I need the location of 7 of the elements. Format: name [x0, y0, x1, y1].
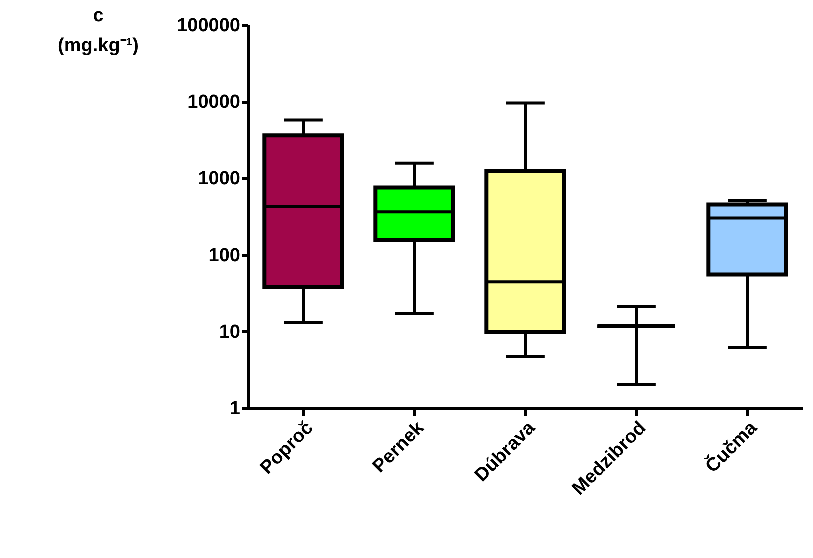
y-tick-label: 10 — [219, 322, 240, 343]
y-axis-title: c (mg.kg⁻¹) — [58, 6, 139, 56]
y-tick-label: 10000 — [188, 92, 240, 114]
y-tick-label: 100000 — [177, 16, 240, 36]
y-tick-label: 100 — [208, 245, 240, 266]
y-tick-label: 1 — [230, 398, 241, 420]
y-tick-label: 1000 — [198, 168, 240, 190]
